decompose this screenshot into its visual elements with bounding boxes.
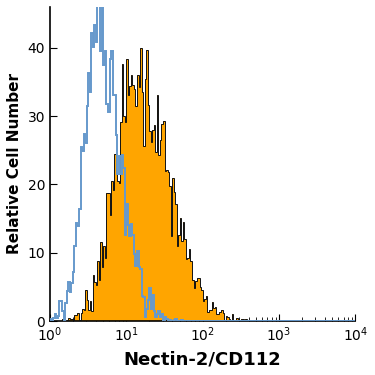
- X-axis label: Nectin-2/CD112: Nectin-2/CD112: [124, 350, 282, 368]
- Y-axis label: Relative Cell Number: Relative Cell Number: [7, 74, 22, 255]
